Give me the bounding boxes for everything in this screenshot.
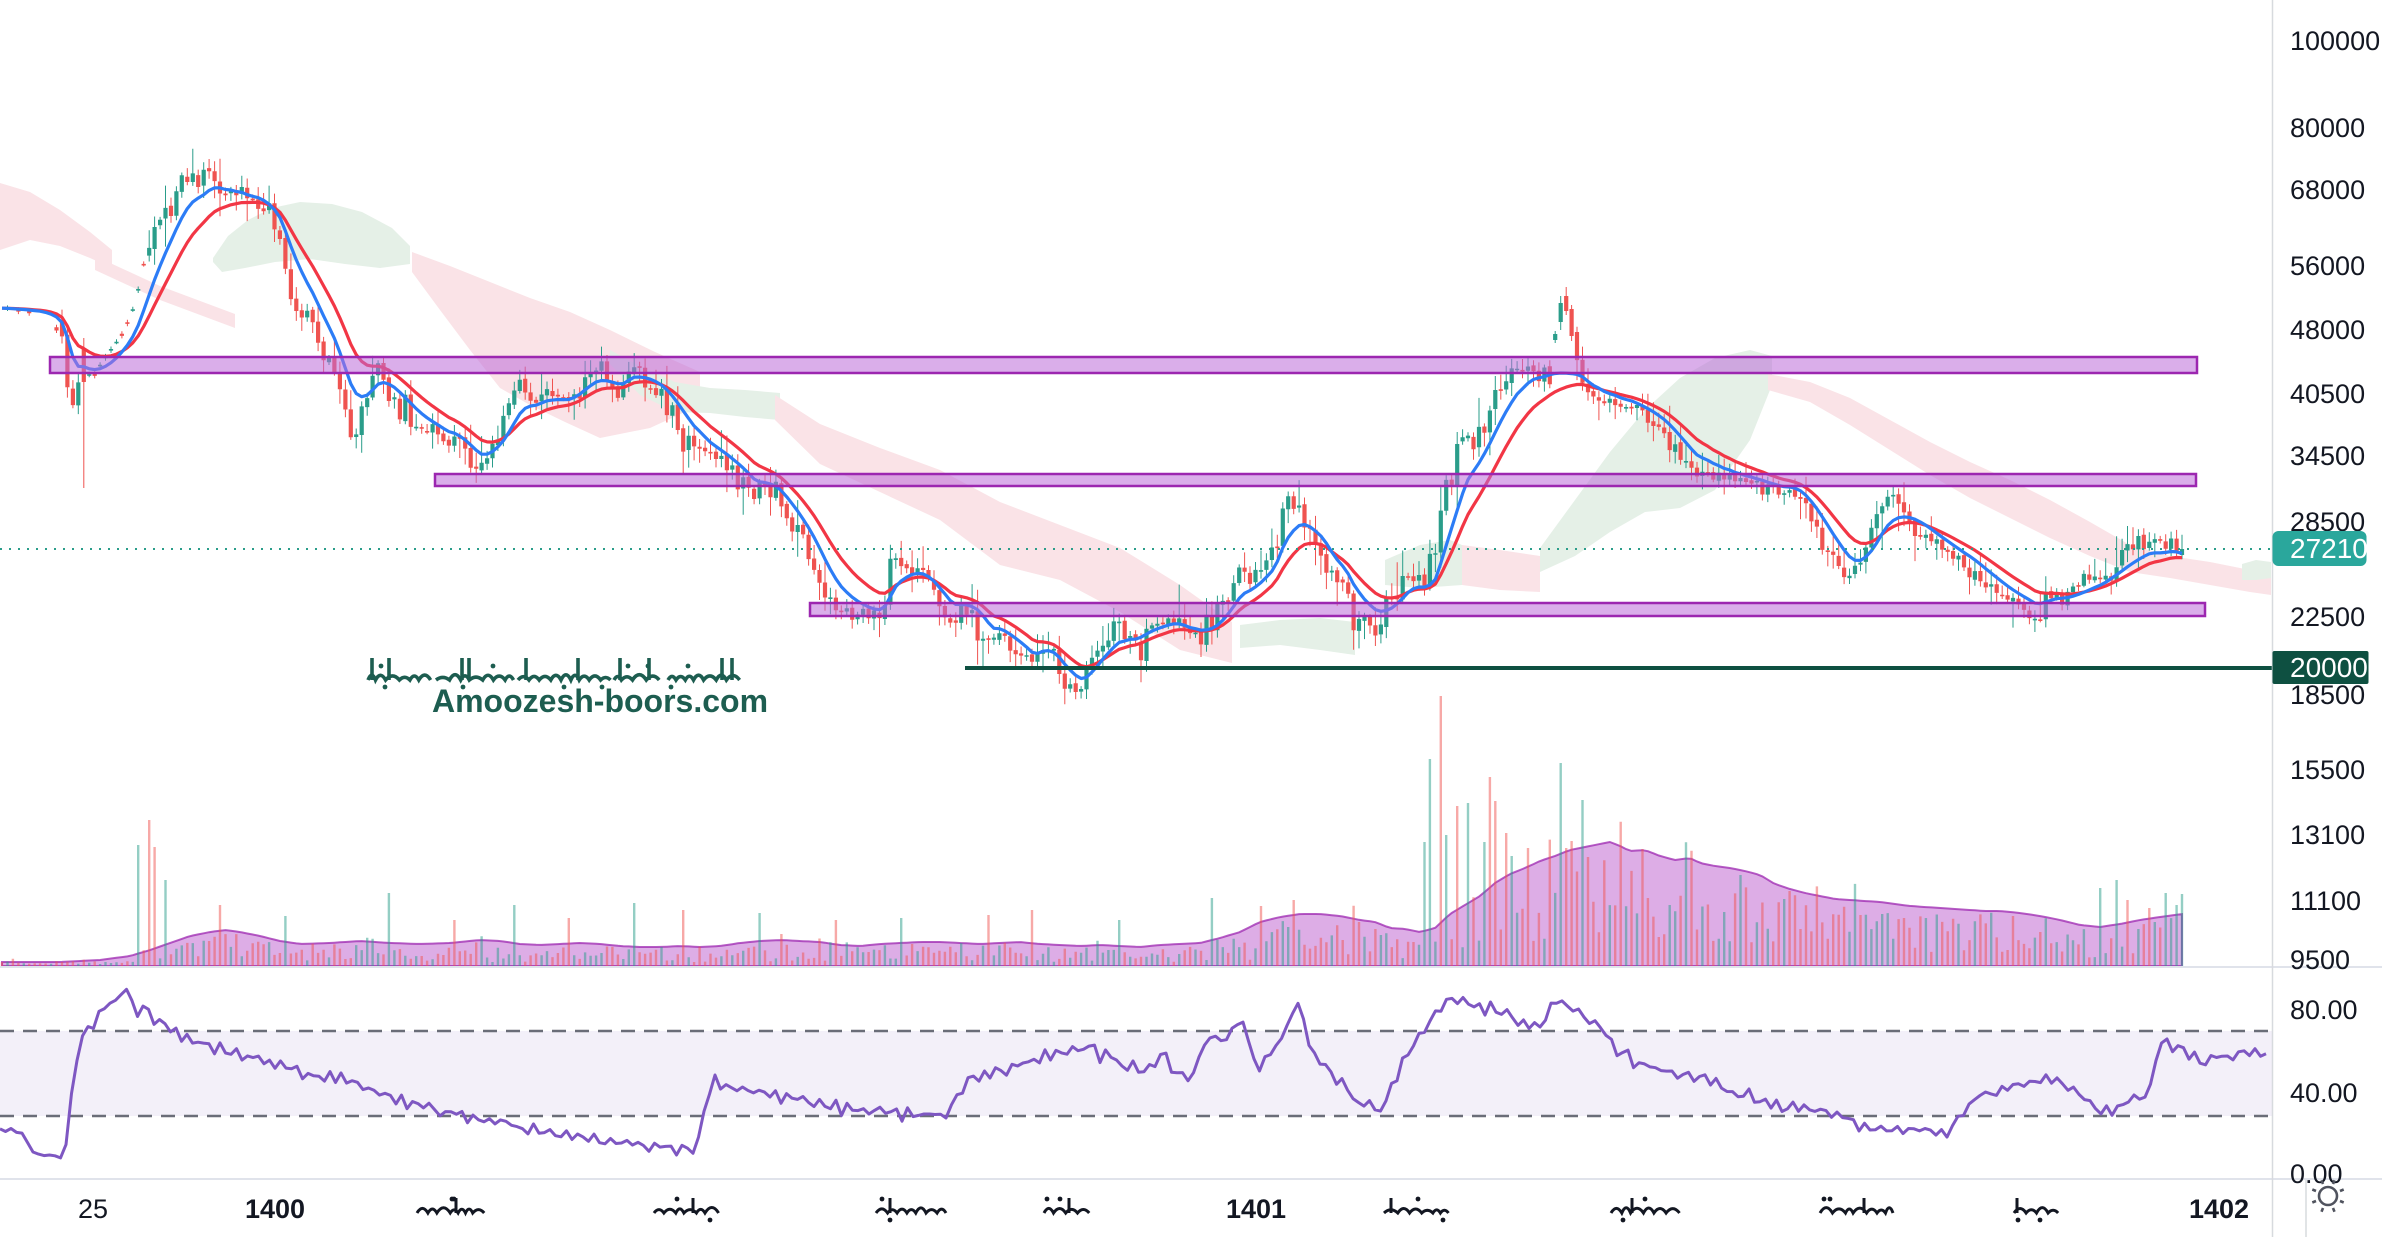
svg-text:11100: 11100 bbox=[2290, 886, 2361, 916]
svg-text:1400: 1400 bbox=[245, 1194, 305, 1224]
svg-text:56000: 56000 bbox=[2290, 251, 2365, 281]
svg-text:1401: 1401 bbox=[1226, 1194, 1286, 1224]
svg-text:48000: 48000 bbox=[2290, 315, 2365, 345]
svg-text:25: 25 bbox=[78, 1194, 108, 1224]
svg-text:Amoozesh-boors.com: Amoozesh-boors.com bbox=[432, 683, 768, 719]
svg-text:9500: 9500 bbox=[2290, 945, 2350, 975]
svg-text:18500: 18500 bbox=[2290, 680, 2365, 710]
svg-text:1402: 1402 bbox=[2189, 1194, 2249, 1224]
svg-text:80000: 80000 bbox=[2290, 113, 2365, 143]
svg-text:100000: 100000 bbox=[2290, 26, 2380, 56]
svg-text:20000: 20000 bbox=[2290, 652, 2368, 683]
svg-text:68000: 68000 bbox=[2290, 175, 2365, 205]
svg-text:80.00: 80.00 bbox=[2290, 995, 2358, 1025]
svg-text:27210: 27210 bbox=[2290, 533, 2368, 564]
svg-text:34500: 34500 bbox=[2290, 441, 2365, 471]
svg-text:13100: 13100 bbox=[2290, 820, 2365, 850]
svg-text:40.00: 40.00 bbox=[2290, 1078, 2358, 1108]
svg-text:40500: 40500 bbox=[2290, 379, 2365, 409]
svg-text:15500: 15500 bbox=[2290, 755, 2365, 785]
svg-text:22500: 22500 bbox=[2290, 602, 2365, 632]
svg-text:0.00: 0.00 bbox=[2290, 1159, 2343, 1189]
